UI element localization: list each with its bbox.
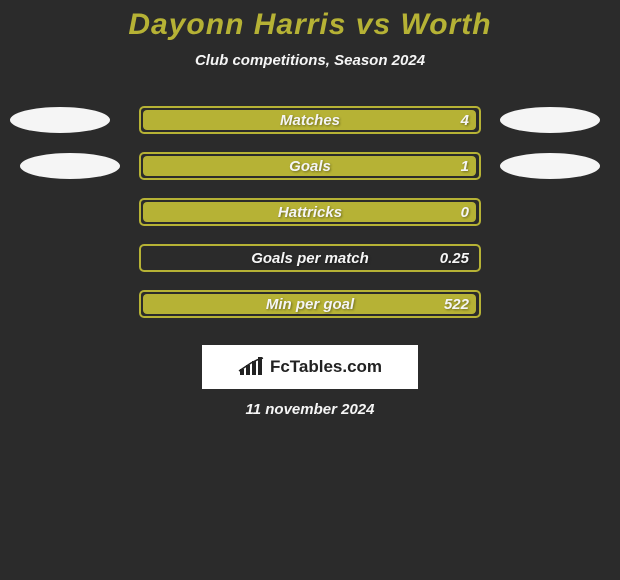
stat-value: 522	[444, 296, 469, 313]
date-text: 11 november 2024	[0, 401, 620, 418]
bar-chart-icon	[238, 357, 264, 377]
stats-card: Dayonn Harris vs Worth Club competitions…	[0, 0, 620, 580]
stat-label: Hattricks	[141, 204, 479, 221]
stat-bar: Min per goal522	[139, 290, 481, 318]
stat-bar: Goals per match0.25	[139, 244, 481, 272]
stat-row: Goals per match0.25	[0, 235, 620, 281]
stat-rows: Matches4Goals1Hattricks0Goals per match0…	[0, 97, 620, 327]
stat-row: Hattricks0	[0, 189, 620, 235]
stat-value: 1	[461, 158, 469, 175]
stat-bar: Hattricks0	[139, 198, 481, 226]
logo-text: FcTables.com	[270, 357, 382, 377]
subtitle: Club competitions, Season 2024	[0, 52, 620, 69]
stat-value: 0	[461, 204, 469, 221]
ellipse-left	[10, 107, 110, 133]
stat-bar: Matches4	[139, 106, 481, 134]
page-title: Dayonn Harris vs Worth	[0, 8, 620, 42]
stat-value: 4	[461, 112, 469, 129]
stat-row: Matches4	[0, 97, 620, 143]
stat-label: Min per goal	[141, 296, 479, 313]
stat-bar: Goals1	[139, 152, 481, 180]
ellipse-right	[500, 107, 600, 133]
stat-row: Goals1	[0, 143, 620, 189]
stat-label: Goals per match	[141, 250, 479, 267]
logo-box: FcTables.com	[202, 345, 418, 389]
ellipse-right	[500, 153, 600, 179]
stat-label: Goals	[141, 158, 479, 175]
stat-value: 0.25	[440, 250, 469, 267]
ellipse-left	[20, 153, 120, 179]
stat-row: Min per goal522	[0, 281, 620, 327]
stat-label: Matches	[141, 112, 479, 129]
